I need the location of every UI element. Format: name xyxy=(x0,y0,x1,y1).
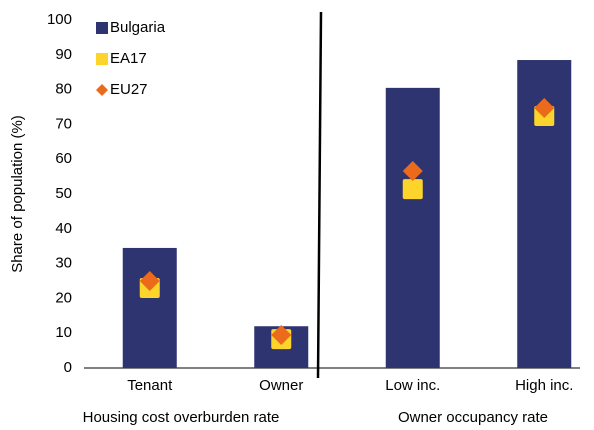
y-tick-label: 20 xyxy=(55,289,72,306)
legend-label: EU27 xyxy=(110,81,148,98)
y-tick-label: 10 xyxy=(55,324,72,341)
x-tick-label: Low inc. xyxy=(385,377,440,394)
legend-label: Bulgaria xyxy=(110,19,166,36)
group-label: Owner occupancy rate xyxy=(398,409,548,426)
y-tick-label: 80 xyxy=(55,81,72,98)
y-tick-label: 30 xyxy=(55,255,72,272)
bar xyxy=(122,247,177,368)
group-label: Housing cost overburden rate xyxy=(83,409,280,426)
legend-label: EA17 xyxy=(110,50,147,67)
diamond-marker xyxy=(534,98,555,119)
diamond-marker xyxy=(271,324,292,345)
y-tick-label: 70 xyxy=(55,115,72,132)
y-tick-label: 60 xyxy=(55,150,72,167)
diamond-marker xyxy=(139,271,160,291)
legend-swatch xyxy=(96,53,108,65)
y-tick-label: 90 xyxy=(55,46,72,63)
y-tick-label: 50 xyxy=(55,185,72,202)
bar xyxy=(385,87,440,369)
y-tick-label: 100 xyxy=(47,11,72,28)
legend-swatch xyxy=(96,84,108,96)
y-tick-label: 0 xyxy=(64,359,72,376)
y-axis-label: Share of population (%) xyxy=(9,115,26,273)
x-tick-label: High inc. xyxy=(515,377,573,394)
y-tick-label: 40 xyxy=(55,220,72,237)
x-tick-label: Owner xyxy=(259,377,303,394)
legend-swatch xyxy=(96,22,108,34)
x-tick-label: Tenant xyxy=(127,377,173,394)
square-marker xyxy=(402,179,423,200)
diamond-marker xyxy=(402,161,423,182)
group-divider xyxy=(316,11,323,379)
